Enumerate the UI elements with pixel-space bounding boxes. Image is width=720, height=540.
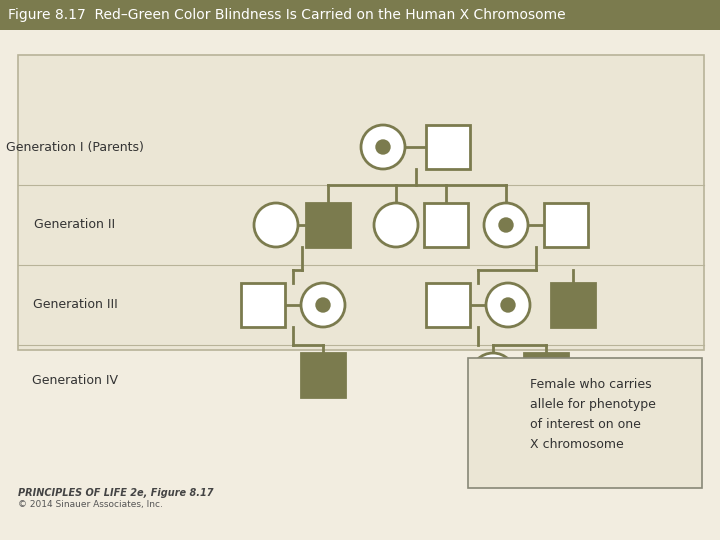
Circle shape bbox=[375, 139, 391, 154]
FancyBboxPatch shape bbox=[0, 0, 720, 30]
Circle shape bbox=[484, 203, 528, 247]
Text: Generation II: Generation II bbox=[35, 219, 116, 232]
FancyBboxPatch shape bbox=[426, 125, 470, 169]
Circle shape bbox=[471, 353, 515, 397]
Text: of interest on one: of interest on one bbox=[530, 418, 641, 431]
FancyBboxPatch shape bbox=[18, 55, 704, 350]
Text: © 2014 Sinauer Associates, Inc.: © 2014 Sinauer Associates, Inc. bbox=[18, 500, 163, 509]
Circle shape bbox=[498, 217, 513, 233]
Circle shape bbox=[301, 283, 345, 327]
FancyBboxPatch shape bbox=[424, 203, 468, 247]
Circle shape bbox=[374, 203, 418, 247]
FancyBboxPatch shape bbox=[524, 353, 568, 397]
Circle shape bbox=[315, 298, 330, 313]
Text: Female who carries: Female who carries bbox=[530, 378, 652, 391]
FancyBboxPatch shape bbox=[426, 283, 470, 327]
FancyBboxPatch shape bbox=[306, 203, 350, 247]
Circle shape bbox=[361, 125, 405, 169]
Text: PRINCIPLES OF LIFE 2e, Figure 8.17: PRINCIPLES OF LIFE 2e, Figure 8.17 bbox=[18, 488, 214, 498]
FancyBboxPatch shape bbox=[468, 358, 702, 488]
Circle shape bbox=[500, 298, 516, 313]
FancyBboxPatch shape bbox=[301, 353, 345, 397]
Text: allele for phenotype: allele for phenotype bbox=[530, 398, 656, 411]
FancyBboxPatch shape bbox=[241, 283, 285, 327]
Text: Generation I (Parents): Generation I (Parents) bbox=[6, 140, 144, 153]
FancyBboxPatch shape bbox=[551, 283, 595, 327]
Circle shape bbox=[254, 203, 298, 247]
Text: Generation IV: Generation IV bbox=[32, 374, 118, 387]
Text: Figure 8.17  Red–Green Color Blindness Is Carried on the Human X Chromosome: Figure 8.17 Red–Green Color Blindness Is… bbox=[8, 8, 566, 22]
Circle shape bbox=[486, 283, 530, 327]
Text: X chromosome: X chromosome bbox=[530, 438, 624, 451]
Circle shape bbox=[478, 401, 522, 445]
Text: Generation III: Generation III bbox=[32, 299, 117, 312]
Circle shape bbox=[492, 415, 508, 431]
FancyBboxPatch shape bbox=[544, 203, 588, 247]
